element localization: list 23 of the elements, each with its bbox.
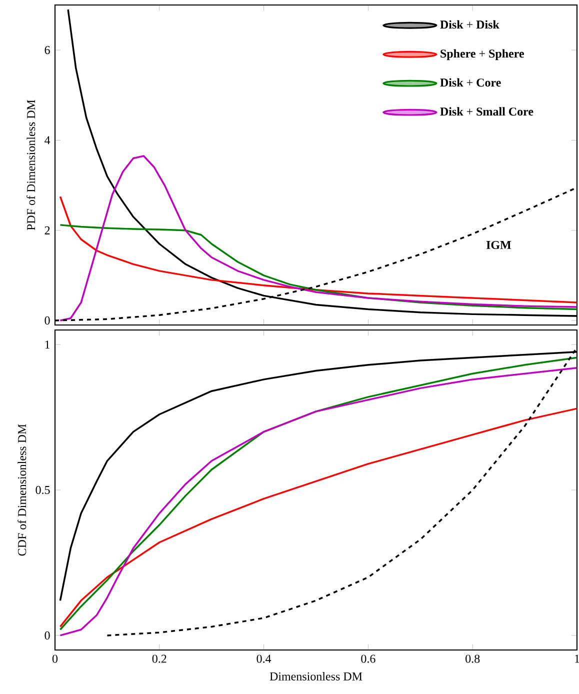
legend-label: Sphere + Sphere	[440, 49, 524, 60]
y-tick-label: 6	[44, 46, 50, 54]
legend-label: Disk + Small Core	[440, 107, 534, 116]
line-series	[59, 224, 577, 310]
y-tick-label: 4	[44, 136, 50, 144]
x-tick-label: 0.6	[361, 654, 376, 663]
x-tick-label: 0	[52, 654, 58, 663]
x-axis-title: Dimensionless DM	[270, 672, 362, 680]
y-tick-label: 1	[45, 340, 50, 349]
legend-label: Disk + Core	[440, 78, 501, 87]
annotation: IGM	[486, 240, 512, 250]
y-tick-label: 0	[44, 316, 50, 325]
y-tick-label: 2	[44, 226, 50, 234]
y-tick-label: 0.5	[36, 486, 50, 494]
x-tick-label: 1	[575, 654, 579, 663]
x-tick-label: 0.4	[256, 654, 272, 663]
line-series	[59, 196, 577, 304]
x-tick-label: 0.2	[152, 654, 166, 663]
y-axis-title: CDF of Dimensionless DM	[18, 424, 26, 556]
x-tick-label: 0.8	[466, 654, 480, 663]
y-tick-label: 0	[44, 631, 50, 640]
y-axis-title: PDF of Dimensionless DM	[26, 100, 36, 230]
legend-label: Disk + Disk	[440, 20, 500, 29]
